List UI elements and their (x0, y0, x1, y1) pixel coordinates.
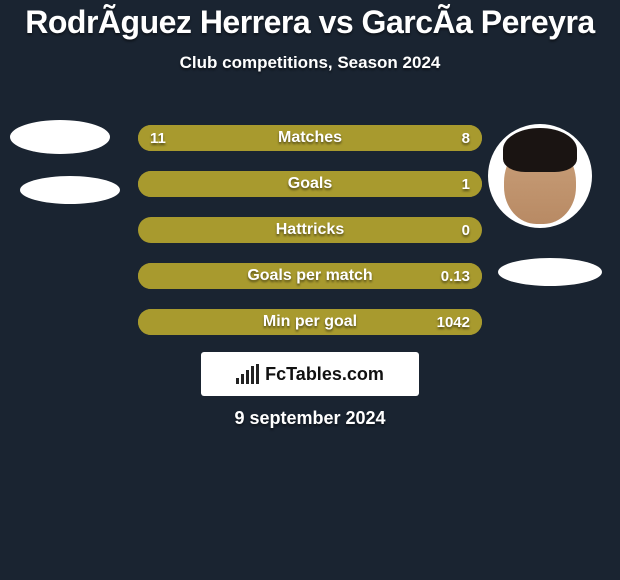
stat-label: Hattricks (138, 217, 482, 243)
avatar-placeholder (488, 124, 592, 228)
logo-text: FcTables.com (265, 364, 384, 385)
stat-row: Hattricks0 (138, 217, 482, 243)
stat-value-right: 8 (450, 125, 482, 151)
player-right-badge (498, 258, 602, 286)
stat-value-left (138, 263, 162, 289)
stat-value-right: 0.13 (429, 263, 482, 289)
stat-label: Goals (138, 171, 482, 197)
player-right-avatar (488, 124, 592, 228)
stat-value-right: 1 (450, 171, 482, 197)
stats-container: Matches11 8 Goals1 Hattricks0 Goals per matc… (138, 125, 482, 355)
stat-value-right: 1042 (425, 309, 482, 335)
date-label: 9 september 2024 (0, 408, 620, 429)
stat-value-left (138, 171, 162, 197)
stage: RodrÃ­guez Herrera vs GarcÃ­a Pereyra Cl… (0, 0, 620, 580)
stat-row: Matches11 8 (138, 125, 482, 151)
logo-bars-icon (236, 364, 259, 384)
stat-row: Min per goal1042 (138, 309, 482, 335)
stat-label: Matches (138, 125, 482, 151)
avatar-hair (503, 128, 578, 172)
stat-value-left (138, 217, 162, 243)
stat-row: Goals per match0.13 (138, 263, 482, 289)
stat-value-left (138, 309, 162, 335)
source-logo: FcTables.com (201, 352, 419, 396)
player-left-badge (20, 176, 120, 204)
stat-value-right: 0 (450, 217, 482, 243)
subtitle: Club competitions, Season 2024 (0, 53, 620, 73)
stat-row: Goals1 (138, 171, 482, 197)
stat-value-left: 11 (138, 125, 178, 151)
page-title: RodrÃ­guez Herrera vs GarcÃ­a Pereyra (0, 0, 620, 41)
player-left-avatar (10, 120, 110, 154)
